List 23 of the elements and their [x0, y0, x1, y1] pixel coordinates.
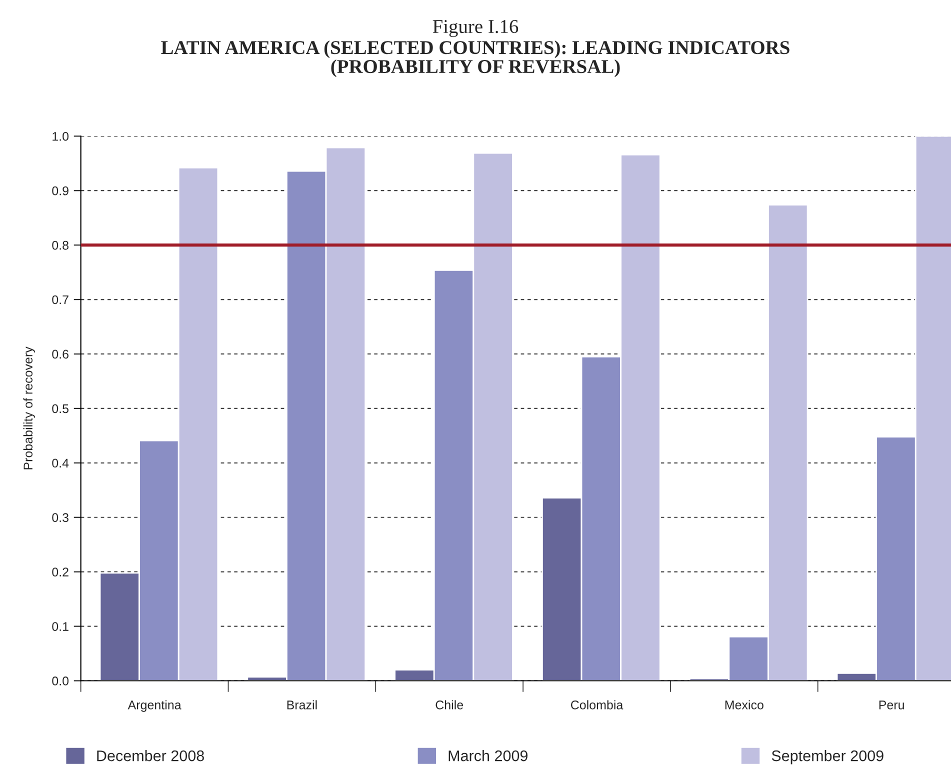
legend-label: December 2008	[97, 750, 204, 762]
y-tick-label: 0.6	[52, 350, 68, 359]
x-tick-label: Colombia	[570, 700, 624, 710]
x-tick-label: Chile	[436, 700, 464, 710]
y-tick-label: 0.4	[52, 458, 69, 468]
y-tick-label: 0.8	[52, 240, 68, 250]
y-tick-label: 0.0	[52, 676, 69, 686]
chart-subtitle: LATIN AMERICA (SELECTED COUNTRIES): LEADING INDICATORS (PROBABILITY OF REVERSAL)	[161, 40, 790, 78]
chart-title: Figure I.16	[432, 20, 518, 38]
x-tick-label: Brazil	[287, 700, 317, 710]
y-tick-label: 0.3	[52, 513, 68, 522]
y-tick-label: 1.0	[52, 132, 69, 141]
y-tick-label: 0.5	[52, 404, 69, 414]
y-tick-label: 0.2	[52, 568, 68, 576]
y-tick-label: 0.7	[52, 295, 68, 304]
legend-label: September 2009	[772, 750, 884, 764]
x-tick-label: Peru	[879, 700, 904, 710]
y-axis-title: Probability of recovery	[23, 346, 35, 470]
x-tick-label: Mexico	[725, 700, 764, 710]
y-tick-label: 0.9	[52, 186, 68, 196]
y-tick-label: 0.1	[52, 622, 68, 631]
legend-label: March 2009	[448, 750, 528, 762]
x-tick-label: Argentina	[128, 700, 182, 712]
